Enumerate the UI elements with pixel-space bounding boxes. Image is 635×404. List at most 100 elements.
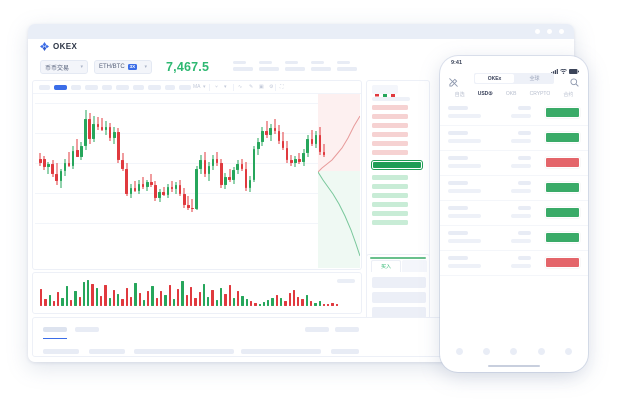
price-input[interactable] <box>372 277 426 288</box>
chevron-down-icon[interactable]: ▾ <box>203 84 206 90</box>
orderbook-ask-row[interactable] <box>372 105 408 110</box>
chart-interval-0[interactable] <box>39 85 50 90</box>
compose-edit-icon[interactable] <box>449 74 458 92</box>
orderbook-bid-row[interactable] <box>372 220 408 225</box>
volume-bar <box>314 302 317 306</box>
phone-subtab-3[interactable]: CRYPTO <box>529 91 551 97</box>
tab-buy[interactable]: 买入 <box>371 260 401 272</box>
panel-action-skeleton[interactable] <box>305 327 329 332</box>
amount-input[interactable] <box>372 292 426 303</box>
phone-bottom-tabbar[interactable] <box>440 343 588 359</box>
total-input[interactable] <box>372 307 426 318</box>
phone-market-row[interactable] <box>440 226 588 251</box>
orderbook-ask-row[interactable] <box>372 150 408 155</box>
trade-side-tabs[interactable]: 买入 <box>367 260 429 272</box>
phone-market-row[interactable] <box>440 126 588 151</box>
ma-indicator-icon[interactable]: MA <box>193 84 201 90</box>
market-stat-skeleton <box>337 61 357 71</box>
battery-icon <box>569 61 579 79</box>
orderbook-bid-row[interactable] <box>372 184 408 189</box>
candle <box>59 99 63 227</box>
phone-market-row[interactable] <box>440 151 588 176</box>
phone-subtab-1[interactable]: USD⑤ <box>477 91 493 97</box>
chart-interval-1[interactable] <box>54 85 67 90</box>
trading-pair-dropdown[interactable]: ETH/BTC 3X ▾ <box>94 60 152 74</box>
leverage-badge: 3X <box>127 63 138 71</box>
phone-tabbar-item-3[interactable] <box>537 347 545 355</box>
okex-diamond-logo-icon <box>40 42 49 51</box>
orderbook-bid-row[interactable] <box>372 202 408 207</box>
chart-interval-7[interactable] <box>148 85 161 90</box>
drawing-pencil-icon[interactable]: ✎ <box>249 84 254 90</box>
volume-bar <box>250 301 253 306</box>
row-cell-skeleton <box>134 349 234 354</box>
row-cell-skeleton <box>241 349 321 354</box>
order-book-panel <box>366 80 430 270</box>
volume-bar <box>284 300 287 306</box>
candle <box>294 99 297 227</box>
window-minimize-dot[interactable] <box>535 29 540 34</box>
phone-market-row[interactable] <box>440 101 588 126</box>
segment-okex[interactable]: OKEx <box>475 74 514 83</box>
volume-bar <box>327 304 330 306</box>
chart-interval-2[interactable] <box>71 85 81 90</box>
phone-market-subtabs[interactable]: 自选 USD⑤ OKB CRYPTO 合约 <box>440 88 588 100</box>
brand-logo[interactable]: OKEX <box>40 42 77 51</box>
chart-interval-8[interactable] <box>165 85 175 90</box>
segment-global[interactable]: 全球 <box>529 76 540 82</box>
phone-tabbar-item-2[interactable] <box>510 347 518 355</box>
volume-bar <box>181 280 184 306</box>
trade-type-dropdown[interactable]: 币币交易 ▾ <box>40 60 88 74</box>
tab-order-history-skeleton[interactable] <box>75 327 99 332</box>
phone-market-row[interactable] <box>440 201 588 226</box>
settings-gear-icon[interactable]: ⚙ <box>269 84 274 90</box>
chart-interval-9[interactable] <box>179 85 191 90</box>
indicator-wave-icon[interactable]: ∿ <box>238 84 243 90</box>
chart-toolbar[interactable]: MA ▾ ⑂ ▾ ∿ ✎ ▣ ⚙ ⛶ <box>33 81 361 94</box>
orderbook-bid-row[interactable] <box>372 193 408 198</box>
phone-market-row[interactable] <box>440 176 588 201</box>
candle <box>133 99 137 227</box>
candle <box>281 99 285 227</box>
candle <box>269 99 272 227</box>
window-maximize-dot[interactable] <box>547 29 552 34</box>
chart-interval-3[interactable] <box>85 85 98 90</box>
candlestick-type-icon[interactable]: ⑂ <box>215 84 219 90</box>
phone-tabbar-item-1[interactable] <box>483 347 491 355</box>
window-close-dot[interactable] <box>559 29 564 34</box>
volume-bar <box>160 291 163 306</box>
row-fiat-skeleton <box>511 114 531 118</box>
orderbook-bid-row[interactable] <box>372 175 408 180</box>
phone-subtab-4[interactable]: 合约 <box>563 91 574 98</box>
orderbook-view-toggle[interactable] <box>372 85 398 100</box>
orderbook-bids-icon[interactable] <box>383 87 387 100</box>
window-controls[interactable] <box>535 29 564 34</box>
tab-sell[interactable] <box>402 260 427 272</box>
phone-market-list[interactable] <box>440 101 588 276</box>
orderbook-ask-row[interactable] <box>372 114 408 119</box>
chevron-down-icon[interactable]: ▾ <box>224 84 227 90</box>
phone-market-segment-control[interactable]: OKEx 全球 <box>474 73 554 84</box>
chart-interval-6[interactable] <box>133 85 144 90</box>
orderbook-asks-icon[interactable] <box>391 87 395 100</box>
phone-tabbar-item-4[interactable] <box>564 347 572 355</box>
camera-snapshot-icon[interactable]: ▣ <box>259 84 264 90</box>
chart-interval-4[interactable] <box>102 85 112 90</box>
orderbook-ask-row[interactable] <box>372 132 408 137</box>
phone-tabbar-item-0[interactable] <box>456 347 464 355</box>
phone-market-row[interactable] <box>440 251 588 276</box>
orderbook-both-icon[interactable] <box>375 87 379 100</box>
chart-interval-5[interactable] <box>116 85 129 90</box>
fullscreen-icon[interactable]: ⛶ <box>280 84 284 90</box>
orderbook-ask-row[interactable] <box>372 141 408 146</box>
panel-action-skeleton[interactable] <box>335 327 359 332</box>
volume-bar <box>121 299 124 306</box>
phone-subtab-0[interactable]: 自选 <box>454 91 465 98</box>
candle <box>310 99 314 227</box>
volume-bar <box>241 296 244 306</box>
orderbook-bid-row[interactable] <box>372 211 408 216</box>
orderbook-ask-row[interactable] <box>372 123 408 128</box>
tab-open-orders-skeleton[interactable] <box>43 327 67 332</box>
phone-subtab-2[interactable]: OKB <box>505 91 517 97</box>
search-icon[interactable] <box>570 74 579 92</box>
